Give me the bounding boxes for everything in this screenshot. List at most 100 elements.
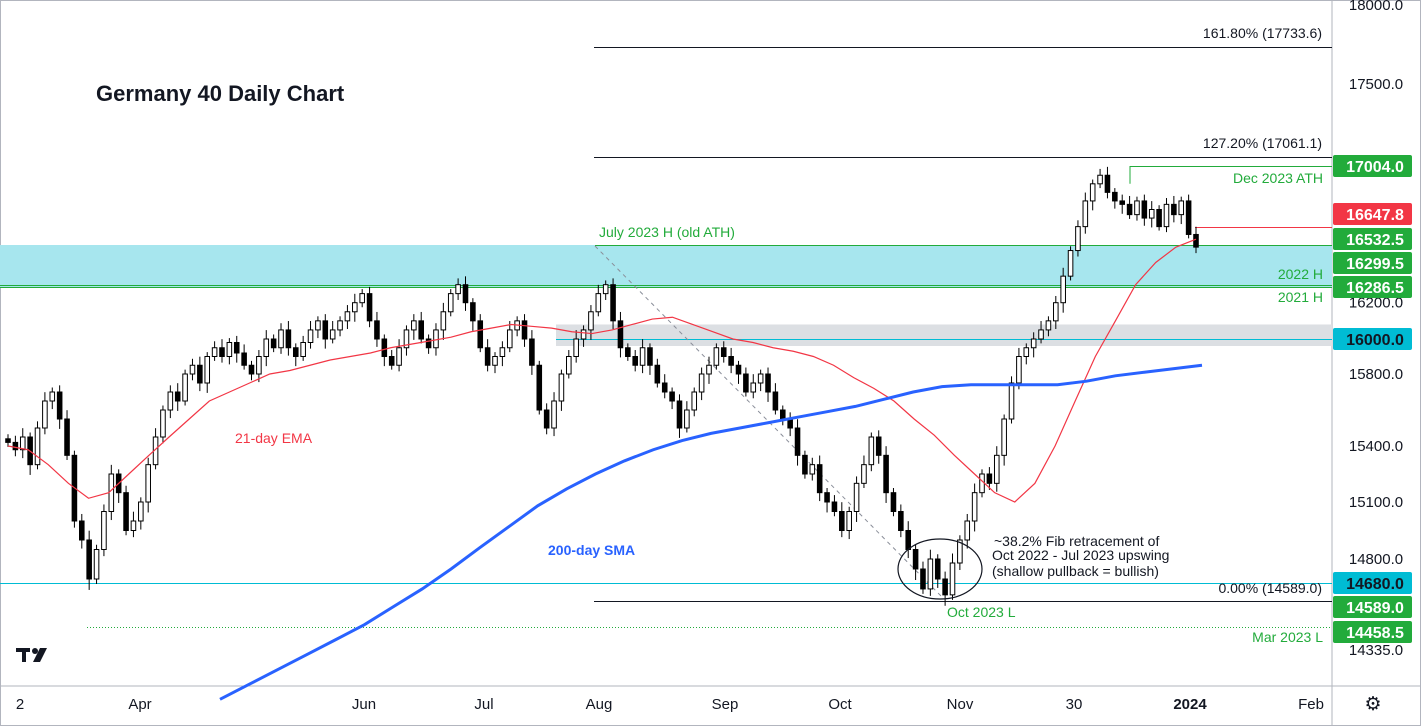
candle-body xyxy=(477,320,484,349)
x-tick-label: 2024 xyxy=(1173,696,1207,713)
candle-body xyxy=(34,427,41,466)
candle-body xyxy=(138,501,144,522)
candle-body xyxy=(905,530,912,550)
y-tick-label: 15800.0 xyxy=(1349,366,1403,383)
candle-body xyxy=(743,373,749,393)
candle-body xyxy=(536,364,543,411)
candle-body xyxy=(1060,275,1066,304)
candle-body xyxy=(676,400,683,429)
candle-body xyxy=(632,356,638,366)
y-tick-label: 15400.0 xyxy=(1349,438,1403,455)
price-tag-label: 14589.0 xyxy=(1346,600,1404,617)
tradingview-logo[interactable]: 17 xyxy=(0,0,47,662)
candle-body xyxy=(684,409,690,429)
candle-body xyxy=(529,338,535,366)
candle-body xyxy=(411,320,417,331)
price-tag-label: 16286.5 xyxy=(1346,280,1404,297)
candle-body xyxy=(197,364,203,384)
candle-body xyxy=(543,409,550,429)
price-tag-bg xyxy=(1333,621,1412,643)
candle-body xyxy=(101,511,107,550)
candle-body xyxy=(934,558,941,580)
price-tag-bg xyxy=(1333,228,1412,250)
h2022-label: 2022 H xyxy=(1278,266,1323,282)
price-tag-label: 17004.0 xyxy=(1346,159,1404,176)
candle-body xyxy=(1016,356,1022,384)
candle-body xyxy=(300,342,306,357)
candle-body xyxy=(1023,347,1030,357)
candle-body xyxy=(993,454,1000,484)
candle-body xyxy=(824,492,830,503)
price-tag-label: 16647.8 xyxy=(1346,207,1404,224)
candle-body xyxy=(971,492,978,522)
candle-body xyxy=(1104,174,1111,193)
candle-body xyxy=(492,356,498,366)
candle-body xyxy=(957,539,963,564)
candle-body xyxy=(912,549,919,570)
candle-body xyxy=(1097,174,1103,185)
candle-body xyxy=(979,473,985,494)
candle-body xyxy=(447,293,454,313)
candle-body xyxy=(322,320,329,340)
gear-icon[interactable]: ⚙ xyxy=(1364,693,1382,715)
candle-body xyxy=(226,342,233,357)
y-tick-label: 14335.0 xyxy=(1349,642,1403,659)
candle-body xyxy=(241,352,247,366)
ema-21-line xyxy=(7,238,1197,503)
candle-body xyxy=(883,454,889,494)
h2021-label: 2021 H xyxy=(1278,289,1323,305)
candle-body xyxy=(381,338,388,357)
candle-body xyxy=(1082,200,1089,228)
candle-body xyxy=(182,373,188,402)
candle-body xyxy=(942,578,948,596)
oct-low-label: Oct 2023 L xyxy=(947,604,1016,620)
x-tick-label: Jul xyxy=(474,696,493,713)
candle-body xyxy=(875,436,882,456)
candle-body xyxy=(647,347,653,366)
candle-body xyxy=(580,329,587,340)
price-tag-bg xyxy=(1333,203,1412,225)
candle-body xyxy=(1045,320,1052,331)
y-tick-label: 17500.0 xyxy=(1349,76,1403,93)
candle-body xyxy=(595,293,602,313)
candle-body xyxy=(868,436,875,466)
candle-body xyxy=(1171,203,1177,216)
candle-body xyxy=(802,454,808,475)
candle-body xyxy=(765,373,771,393)
candle-body xyxy=(809,464,816,475)
candle-body xyxy=(1089,183,1096,202)
price-tag-bg xyxy=(1333,596,1412,618)
candle-body xyxy=(79,520,85,541)
candle-body xyxy=(558,373,565,402)
fib-161-label: 161.80% (17733.6) xyxy=(1203,25,1322,41)
candle-body xyxy=(1053,302,1059,322)
candle-body xyxy=(861,464,867,484)
candle-body xyxy=(1163,203,1170,228)
candle-body xyxy=(1038,329,1044,340)
candle-body xyxy=(418,320,425,340)
candle-body xyxy=(278,329,284,349)
fib-note-line-2: Oct 2022 - Jul 2023 upswing xyxy=(992,547,1169,563)
x-tick-label: Oct xyxy=(828,696,852,713)
candle-body xyxy=(964,520,971,541)
candle-body xyxy=(720,347,727,357)
x-tick-label: Nov xyxy=(947,696,974,713)
candle-body xyxy=(1119,200,1125,205)
candle-body xyxy=(352,302,358,313)
candle-body xyxy=(661,382,668,393)
candle-body xyxy=(927,558,934,590)
fib-127-label: 127.20% (17061.1) xyxy=(1203,135,1322,151)
candle-body xyxy=(1193,233,1199,248)
candle-body xyxy=(551,400,557,429)
candle-body xyxy=(831,501,838,512)
price-tag-bg xyxy=(1333,572,1412,594)
candle-body xyxy=(853,482,860,513)
x-tick-label: Aug xyxy=(586,696,613,713)
candle-body xyxy=(1185,200,1192,235)
candle-body xyxy=(566,356,572,375)
candle-body xyxy=(1141,200,1148,219)
candle-body xyxy=(145,464,151,503)
candle-body xyxy=(610,284,616,322)
